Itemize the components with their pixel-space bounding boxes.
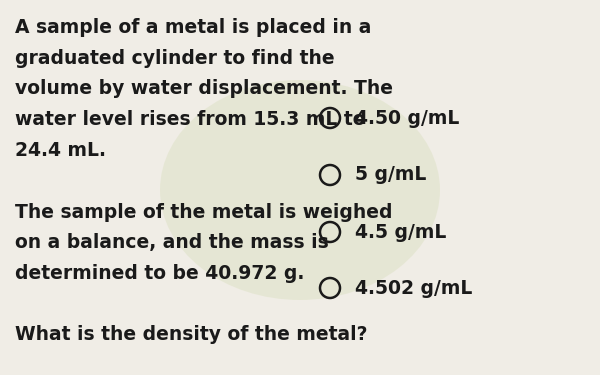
Text: volume by water displacement. The: volume by water displacement. The [15, 80, 393, 99]
Text: 24.4 mL.: 24.4 mL. [15, 141, 106, 160]
Text: The sample of the metal is weighed: The sample of the metal is weighed [15, 202, 392, 222]
Text: graduated cylinder to find the: graduated cylinder to find the [15, 49, 335, 68]
Text: 5 g/mL: 5 g/mL [355, 165, 427, 184]
Text: 4.50 g/mL: 4.50 g/mL [355, 108, 460, 128]
Text: water level rises from 15.3 mL to: water level rises from 15.3 mL to [15, 110, 365, 129]
Text: on a balance, and the mass is: on a balance, and the mass is [15, 233, 329, 252]
Text: 4.5 g/mL: 4.5 g/mL [355, 222, 446, 242]
Text: 4.502 g/mL: 4.502 g/mL [355, 279, 472, 297]
Ellipse shape [160, 80, 440, 300]
Text: A sample of a metal is placed in a: A sample of a metal is placed in a [15, 18, 371, 37]
Text: What is the density of the metal?: What is the density of the metal? [15, 326, 367, 345]
Text: determined to be 40.972 g.: determined to be 40.972 g. [15, 264, 304, 283]
